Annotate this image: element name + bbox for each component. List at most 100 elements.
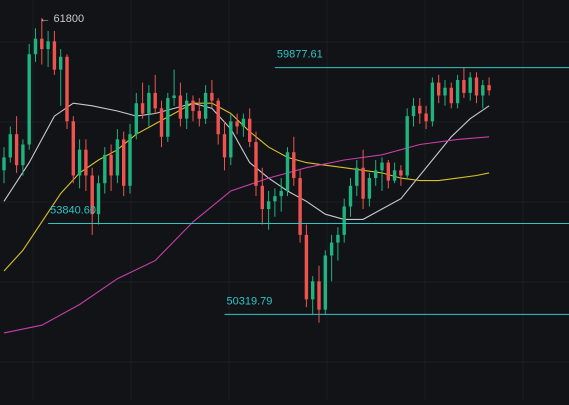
candle[interactable]: [443, 80, 447, 106]
candle[interactable]: [292, 136, 296, 186]
candle-body: [424, 113, 428, 122]
candle[interactable]: [166, 92, 170, 142]
candle[interactable]: [216, 98, 220, 145]
candle[interactable]: [27, 43, 31, 150]
candle[interactable]: [14, 116, 19, 173]
candle[interactable]: [487, 77, 491, 96]
candle[interactable]: [317, 265, 321, 323]
candle[interactable]: [374, 160, 378, 186]
candle-body: [455, 80, 460, 104]
candle[interactable]: [367, 172, 372, 207]
candles[interactable]: [2, 18, 491, 323]
candle[interactable]: [279, 178, 283, 212]
candle[interactable]: [222, 121, 227, 171]
candle[interactable]: [462, 67, 466, 99]
candle[interactable]: [21, 139, 25, 176]
candle-body: [159, 108, 164, 137]
candle[interactable]: [33, 28, 38, 62]
candle[interactable]: [273, 188, 277, 217]
candle[interactable]: [178, 82, 183, 127]
candle-body: [292, 152, 296, 179]
candle[interactable]: [455, 74, 460, 109]
candle[interactable]: [468, 72, 472, 101]
candle[interactable]: [203, 85, 208, 124]
candle[interactable]: [392, 162, 397, 184]
candle[interactable]: [418, 98, 422, 124]
candle[interactable]: [153, 74, 157, 114]
candle-body: [487, 85, 491, 91]
candle[interactable]: [411, 98, 416, 127]
candle[interactable]: [229, 113, 233, 166]
candle[interactable]: [474, 72, 479, 104]
candle[interactable]: [336, 227, 340, 261]
candle[interactable]: [52, 30, 57, 75]
candle-body: [285, 152, 290, 191]
candle[interactable]: [77, 139, 82, 189]
candle[interactable]: [185, 92, 189, 130]
candle[interactable]: [122, 131, 126, 197]
candle[interactable]: [191, 95, 195, 122]
candle[interactable]: [248, 108, 252, 148]
candle[interactable]: [96, 175, 101, 225]
candle[interactable]: [285, 147, 290, 197]
candle[interactable]: [235, 113, 239, 135]
candle[interactable]: [430, 77, 435, 127]
candle[interactable]: [323, 250, 327, 315]
candle[interactable]: [260, 167, 264, 225]
candle[interactable]: [140, 82, 145, 119]
candle[interactable]: [115, 129, 120, 184]
candle[interactable]: [399, 165, 403, 186]
candle[interactable]: [254, 131, 258, 197]
price-levels[interactable]: [48, 67, 569, 315]
candle[interactable]: [298, 170, 302, 243]
candle[interactable]: [348, 178, 353, 217]
candle-body: [254, 141, 258, 186]
candle[interactable]: [355, 160, 359, 197]
candle[interactable]: [59, 49, 63, 106]
candle[interactable]: [134, 92, 138, 140]
candle[interactable]: [449, 82, 453, 109]
candle[interactable]: [197, 98, 201, 127]
candle[interactable]: [437, 74, 441, 104]
candle[interactable]: [128, 123, 132, 194]
candle[interactable]: [8, 126, 12, 163]
candle[interactable]: [386, 160, 390, 189]
candle[interactable]: [361, 149, 365, 210]
candle-body: [27, 54, 31, 145]
candle-body: [443, 87, 447, 96]
candle[interactable]: [311, 276, 315, 315]
candle-body: [235, 121, 239, 127]
candle[interactable]: [424, 105, 428, 130]
candle[interactable]: [103, 147, 107, 194]
candle-body: [229, 121, 233, 158]
candle[interactable]: [172, 69, 176, 106]
candle-body: [355, 167, 359, 186]
candle[interactable]: [40, 18, 44, 65]
candle-body: [298, 178, 302, 235]
moving-average-line-1: [3, 102, 490, 220]
candle[interactable]: [210, 80, 214, 109]
candle[interactable]: [2, 147, 6, 184]
candle[interactable]: [241, 113, 246, 137]
candle-body: [128, 134, 132, 186]
candle-body: [122, 139, 126, 186]
candle[interactable]: [84, 139, 88, 191]
candle[interactable]: [405, 108, 409, 179]
candle-body: [90, 175, 94, 215]
candle[interactable]: [380, 157, 384, 191]
candle[interactable]: [109, 144, 113, 191]
candle[interactable]: [159, 100, 164, 148]
candle[interactable]: [342, 198, 346, 243]
candle-body: [103, 154, 107, 184]
candle[interactable]: [147, 85, 151, 127]
candle[interactable]: [71, 116, 75, 184]
candle[interactable]: [329, 234, 334, 282]
candle[interactable]: [65, 54, 69, 130]
candle[interactable]: [304, 224, 309, 308]
candle[interactable]: [46, 30, 50, 68]
candle-body: [46, 41, 50, 50]
candle[interactable]: [481, 80, 485, 109]
